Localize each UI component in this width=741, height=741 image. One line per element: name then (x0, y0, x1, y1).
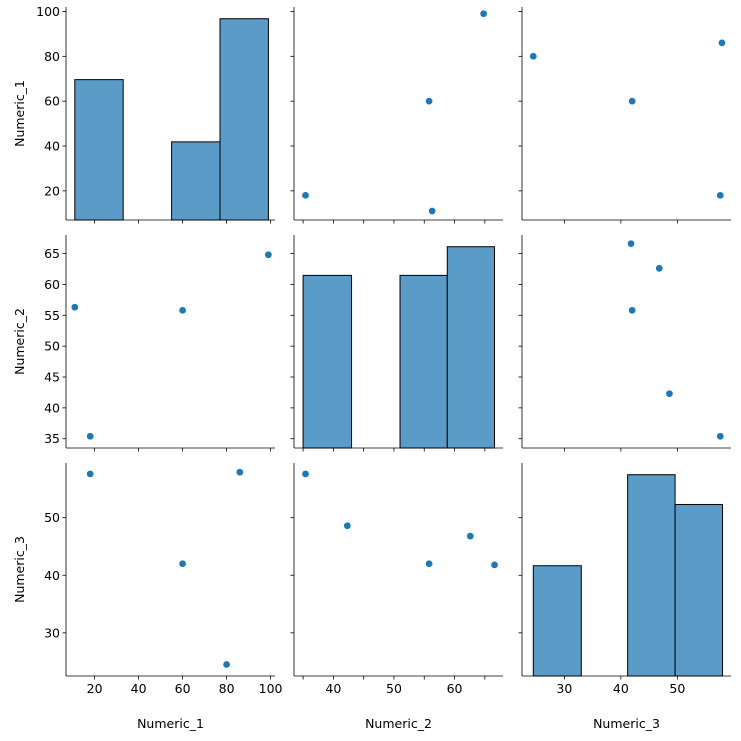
scatter-point (628, 97, 636, 106)
y-tick-label: 40 (44, 139, 60, 154)
y-axis-label-numeric_3: Numeric_3 (12, 536, 27, 603)
x-tick-label: 40 (613, 681, 629, 696)
y-tick-label: 40 (44, 400, 60, 415)
hist-bar (171, 141, 221, 221)
y-tick-label: 20 (44, 183, 60, 198)
x-tick-label: 80 (219, 681, 235, 696)
scatter-point (490, 561, 499, 569)
scatter-point (86, 432, 95, 441)
scatter-point (301, 470, 310, 478)
hist-bar (674, 503, 724, 677)
panel-numeric_1-vs-numeric_1: 20 40 60 80 100 (36, 4, 275, 224)
scatter-point (425, 559, 433, 568)
y-tick-label: 55 (44, 308, 60, 323)
scatter-point (301, 191, 310, 200)
x-axis-label-numeric_1: Numeric_1 (137, 716, 204, 731)
x-tick-label: 60 (175, 681, 191, 696)
panel-numeric_3-vs-numeric_2: 40 50 60 (290, 463, 503, 696)
scatter-point (178, 559, 187, 568)
scatter-point (222, 660, 231, 669)
x-tick-label: 50 (669, 681, 685, 696)
y-tick-label: 65 (44, 246, 60, 261)
hist-bar (532, 565, 582, 677)
hist-bar (627, 474, 676, 677)
scatter-point (628, 306, 636, 315)
panel-numeric_2-vs-numeric_2 (290, 235, 503, 452)
scatter-point (70, 303, 79, 312)
panel-numeric_3-vs-numeric_1: 20 40 60 80 100 30 40 50 (44, 463, 283, 696)
scatter-point (665, 389, 674, 398)
y-tick-label: 100 (36, 4, 60, 19)
y-tick-label: 80 (44, 49, 60, 64)
y-tick-label: 50 (44, 339, 60, 354)
x-tick-label: 60 (447, 681, 463, 696)
hist-bar (219, 18, 269, 221)
scatter-point (428, 207, 436, 215)
x-tick-label: 100 (259, 681, 283, 696)
y-tick-label: 40 (44, 568, 60, 583)
scatter-point (264, 250, 273, 259)
scatter-point (235, 468, 244, 477)
y-tick-label: 60 (44, 277, 60, 292)
scatter-point (479, 9, 488, 18)
scatter-point (655, 264, 664, 273)
y-tick-label: 60 (44, 94, 60, 109)
y-axis-label-numeric_2: Numeric_2 (12, 308, 27, 375)
scatter-point (425, 97, 433, 106)
hist-bar (446, 246, 496, 449)
hist-bar (302, 274, 353, 449)
scatter-point (716, 432, 725, 441)
scatter-point (718, 39, 726, 47)
scatter-point (529, 52, 538, 61)
scatter-point (716, 191, 725, 200)
panel-numeric_1-vs-numeric_3 (518, 7, 731, 224)
panel-numeric_2-vs-numeric_3 (518, 235, 731, 452)
x-tick-label: 40 (325, 681, 341, 696)
y-tick-label: 50 (44, 510, 60, 525)
scatter-point (86, 470, 95, 478)
y-tick-label: 30 (44, 625, 60, 640)
x-tick-label: 20 (87, 681, 103, 696)
scatter-point (343, 521, 352, 530)
x-tick-label: 30 (556, 681, 572, 696)
panel-numeric_3-vs-numeric_3: 30 40 50 (518, 463, 731, 696)
scatter-point (627, 239, 635, 248)
y-tick-label: 45 (44, 370, 60, 385)
scatter-point (466, 532, 475, 540)
x-tick-label: 40 (131, 681, 147, 696)
hist-bar (399, 274, 448, 449)
y-tick-label: 35 (44, 431, 60, 446)
hist-bar (74, 79, 124, 221)
panel-numeric_1-vs-numeric_2 (290, 7, 503, 224)
x-tick-label: 50 (386, 681, 402, 696)
x-axis-label-numeric_2: Numeric_2 (365, 716, 432, 731)
panel-numeric_2-vs-numeric_1: 35 40 45 50 55 60 65 (44, 235, 275, 452)
x-axis-label-numeric_3: Numeric_3 (593, 716, 660, 731)
y-axis-label-numeric_1: Numeric_1 (12, 80, 27, 147)
scatter-point (178, 306, 187, 315)
